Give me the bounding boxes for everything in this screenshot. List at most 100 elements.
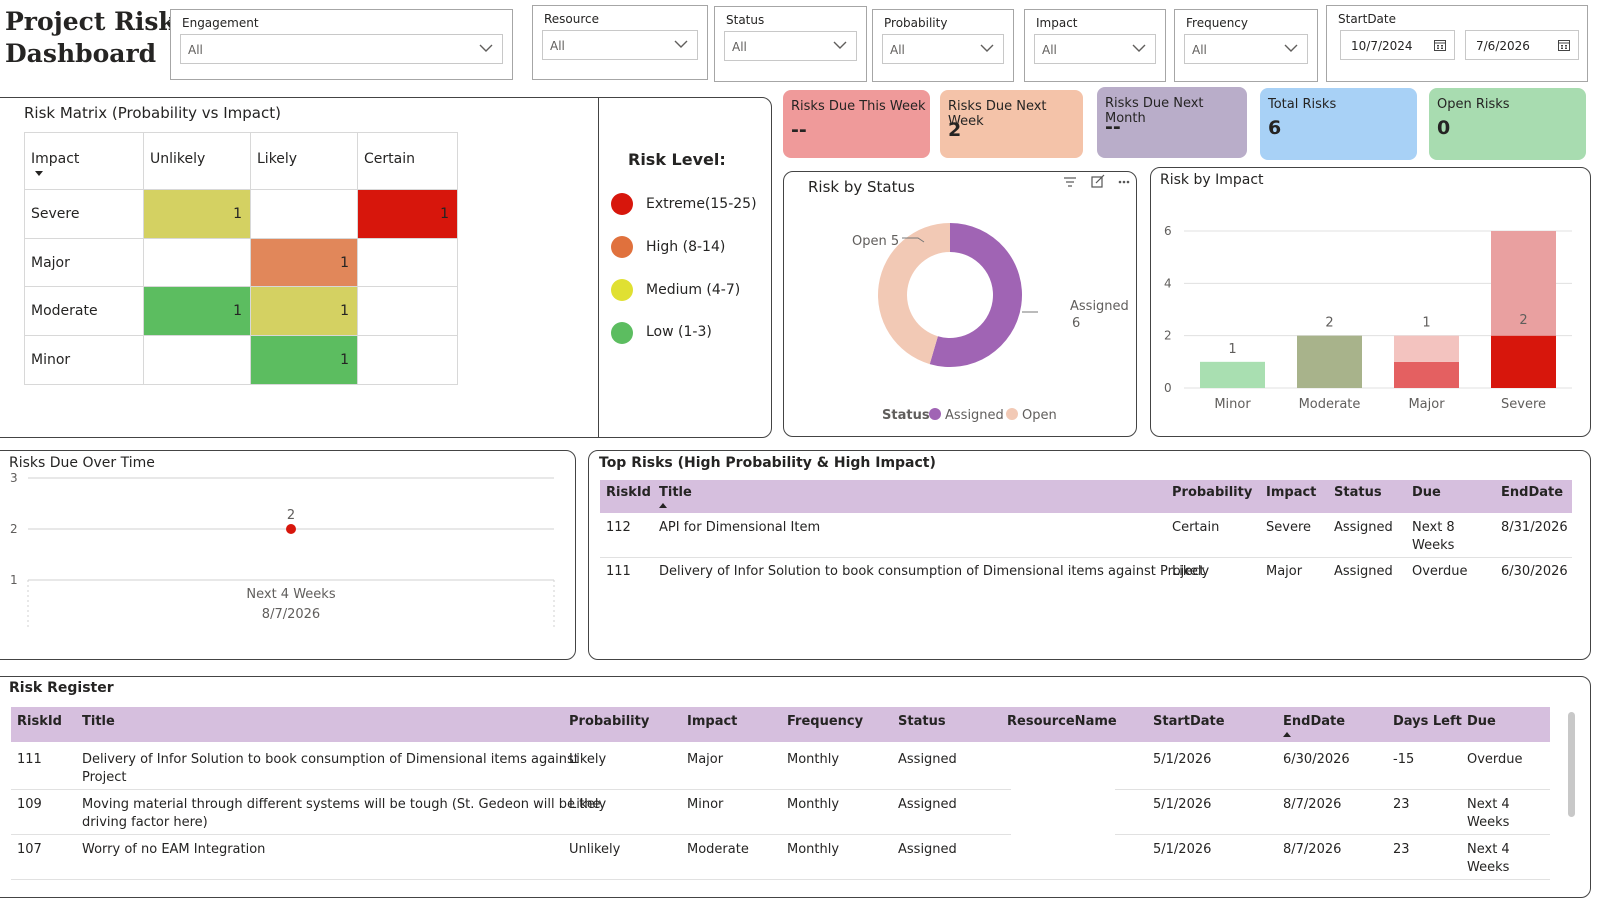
matrix-cell[interactable]: 1 xyxy=(250,238,358,287)
resource-slicer-label: Resource xyxy=(544,12,600,26)
cell-title-2: Project xyxy=(82,770,127,785)
column-header[interactable]: StartDate xyxy=(1153,714,1225,729)
risk-level-label: Medium (4-7) xyxy=(646,282,741,298)
row-divider xyxy=(1115,834,1550,835)
probability-dropdown-value: All xyxy=(890,43,905,57)
risk-by-impact-chart: 0 2 4 6 1 Minor 2 Moderate 1 Major 2 Severe xyxy=(1164,224,1572,412)
matrix-cell[interactable] xyxy=(357,335,458,385)
table-row[interactable]: 111 Delivery of Infor Solution to book c… xyxy=(11,745,1550,789)
engagement-dropdown[interactable]: All xyxy=(180,34,503,64)
cell-impact: Moderate xyxy=(687,842,749,857)
cell-enddate: 6/30/2026 xyxy=(1501,564,1568,579)
filter-icon[interactable] xyxy=(1064,177,1076,187)
column-header[interactable]: Impact xyxy=(1266,485,1317,500)
matrix-cell[interactable] xyxy=(357,238,458,287)
risk-by-status-title: Risk by Status xyxy=(808,178,915,196)
matrix-cell[interactable]: 1 xyxy=(357,189,458,239)
impact-dropdown[interactable]: All xyxy=(1034,34,1156,64)
probability-dropdown[interactable]: All xyxy=(882,34,1004,64)
column-header[interactable]: Title xyxy=(82,714,115,729)
risk-by-impact-title: Risk by Impact xyxy=(1160,172,1264,188)
startdate-slicer: StartDate 10/7/2024 7/6/2026 xyxy=(1326,5,1588,82)
kpi-label: Risks Due Next Month xyxy=(1105,96,1204,126)
column-header[interactable]: RiskId xyxy=(606,485,651,500)
cell-riskid: 111 xyxy=(17,752,42,767)
table-row[interactable]: 107 Worry of no EAM Integration Unlikely… xyxy=(11,835,1550,879)
kpi-value: 0 xyxy=(1437,117,1451,139)
column-header[interactable]: Frequency xyxy=(787,714,864,729)
sort-asc-icon xyxy=(659,503,667,508)
column-header[interactable]: EndDate xyxy=(1501,485,1564,500)
x-tick-label: Minor xyxy=(1214,397,1251,412)
table-row[interactable]: 109 Moving material through different sy… xyxy=(11,790,1550,834)
column-header[interactable]: Status xyxy=(898,714,946,729)
column-header[interactable]: Due xyxy=(1412,485,1441,500)
matrix-cell[interactable]: 1 xyxy=(143,189,251,239)
cell-impact: Severe xyxy=(1266,520,1311,535)
matrix-corner[interactable]: Impact xyxy=(24,132,144,190)
matrix-cell[interactable]: 1 xyxy=(250,286,358,336)
status-dropdown[interactable]: All xyxy=(724,31,857,61)
chevron-down-icon xyxy=(674,40,688,48)
cell-title: Delivery of Infor Solution to book consu… xyxy=(659,564,1205,579)
column-header[interactable]: RiskId xyxy=(17,714,62,729)
column-header[interactable]: Due xyxy=(1467,714,1496,729)
x-tick-sublabel: 8/7/2026 xyxy=(262,607,320,622)
row-divider xyxy=(11,789,1011,790)
startdate-from-input[interactable]: 10/7/2024 xyxy=(1340,30,1455,60)
cell-probability: Likely xyxy=(569,752,607,767)
row-divider xyxy=(600,557,1572,558)
risk-level-dot-medium xyxy=(611,279,633,301)
matrix-cell[interactable]: 1 xyxy=(143,286,251,336)
page-title-line1: Project Risk xyxy=(5,7,176,36)
column-header[interactable]: Title xyxy=(659,485,692,500)
cell-startdate: 5/1/2026 xyxy=(1153,752,1212,767)
matrix-cell[interactable]: 1 xyxy=(250,335,358,385)
legend-label[interactable]: Open xyxy=(1022,408,1057,423)
cell-days-left: 23 xyxy=(1393,842,1410,857)
matrix-cell[interactable] xyxy=(250,189,358,239)
kpi-card-due-this-week: Risks Due This Week -- xyxy=(783,90,930,158)
legend-label[interactable]: Assigned xyxy=(945,408,1004,423)
risk-by-status-panel xyxy=(783,171,1137,437)
startdate-to-input[interactable]: 7/6/2026 xyxy=(1465,30,1579,60)
frequency-dropdown[interactable]: All xyxy=(1184,34,1308,64)
column-header[interactable]: Probability xyxy=(569,714,650,729)
kpi-label: Open Risks xyxy=(1437,97,1510,112)
column-header[interactable]: Impact xyxy=(687,714,738,729)
cell-title: Delivery of Infor Solution to book consu… xyxy=(82,752,579,767)
table-row[interactable]: 111 Delivery of Infor Solution to book c… xyxy=(600,558,1572,588)
y-tick-label: 2 xyxy=(1164,329,1172,343)
table-row[interactable]: 112 API for Dimensional Item Certain Sev… xyxy=(600,513,1572,557)
cell-days-left: 23 xyxy=(1393,797,1410,812)
column-header[interactable]: ResourceName xyxy=(1007,714,1117,729)
column-header[interactable]: Probability xyxy=(1172,485,1253,500)
cell-title: Moving material through different system… xyxy=(82,797,601,812)
kpi-label: Risks Due This Week xyxy=(791,99,926,114)
matrix-cell[interactable] xyxy=(357,286,458,336)
matrix-cell[interactable] xyxy=(143,238,251,287)
chevron-down-icon xyxy=(1284,44,1298,52)
focus-mode-icon[interactable] xyxy=(1091,174,1105,188)
data-label: 1 xyxy=(1422,316,1430,331)
column-header[interactable]: EndDate xyxy=(1283,714,1346,729)
data-label: 1 xyxy=(1228,342,1236,357)
matrix-row-label: Major xyxy=(24,238,144,287)
cell-status: Assigned xyxy=(898,797,957,812)
resource-slicer: Resource All xyxy=(532,5,708,80)
row-divider xyxy=(11,834,1011,835)
calendar-icon[interactable] xyxy=(1558,39,1570,51)
more-options-icon[interactable] xyxy=(1118,180,1130,184)
kpi-value: 2 xyxy=(948,119,962,141)
matrix-cell[interactable] xyxy=(143,335,251,385)
matrix-col-header: Unlikely xyxy=(143,132,251,190)
scrollbar-thumb[interactable] xyxy=(1568,712,1575,817)
x-tick-label: Severe xyxy=(1501,397,1546,412)
bar-segment xyxy=(1394,335,1459,362)
calendar-icon[interactable] xyxy=(1434,39,1446,51)
column-header[interactable]: Days Left xyxy=(1393,714,1462,729)
kpi-card-due-next-week: Risks Due Next Week 2 xyxy=(940,90,1083,158)
resource-dropdown[interactable]: All xyxy=(542,30,698,60)
risk-level-dot-high xyxy=(611,236,633,258)
column-header[interactable]: Status xyxy=(1334,485,1382,500)
